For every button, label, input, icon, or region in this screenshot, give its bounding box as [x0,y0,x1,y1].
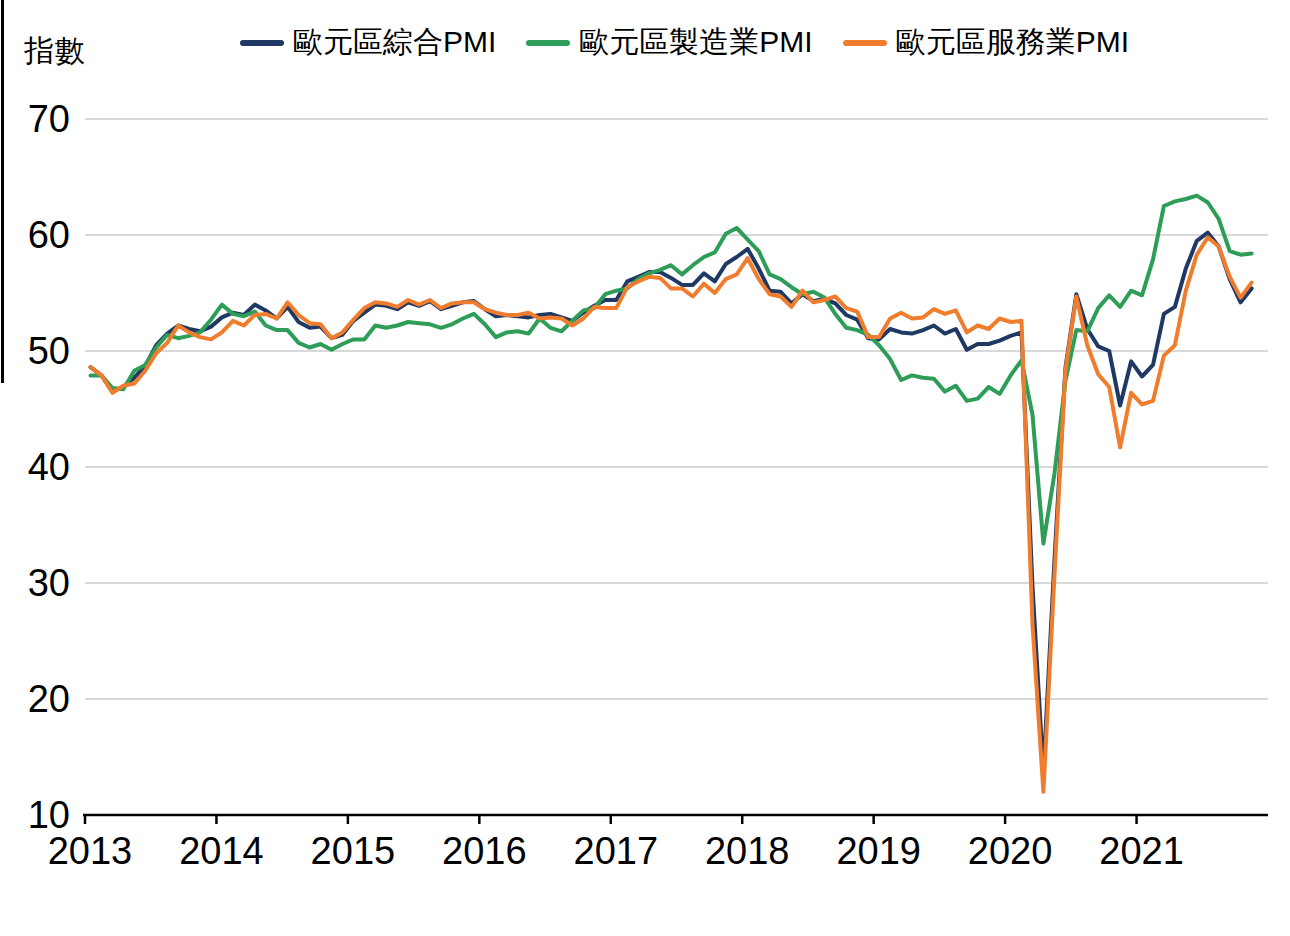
x-tick-label-2018: 2018 [705,830,790,872]
x-tick-label-2019: 2019 [836,830,921,872]
y-tick-label-40: 40 [28,446,70,488]
x-tick-label-2014: 2014 [179,830,264,872]
pmi-chart: 指數 歐元區綜合PMI 歐元區製造業PMI 歐元區服務業PMI 10203040… [0,0,1290,936]
y-tick-label-50: 50 [28,330,70,372]
y-tick-label-60: 60 [28,214,70,256]
y-tick-label-30: 30 [28,562,70,604]
x-tick-label-2017: 2017 [574,830,659,872]
series-line-manufacturing-pmi [91,196,1252,544]
y-tick-label-70: 70 [28,98,70,140]
y-tick-label-20: 20 [28,678,70,720]
x-tick-label-2013: 2013 [48,830,133,872]
chart-canvas: 1020304050607020132014201520162017201820… [0,0,1290,936]
x-tick-label-2015: 2015 [311,830,396,872]
x-tick-label-2016: 2016 [442,830,527,872]
series-line-services-pmi [91,237,1252,792]
x-tick-label-2021: 2021 [1099,830,1184,872]
x-tick-label-2020: 2020 [968,830,1053,872]
